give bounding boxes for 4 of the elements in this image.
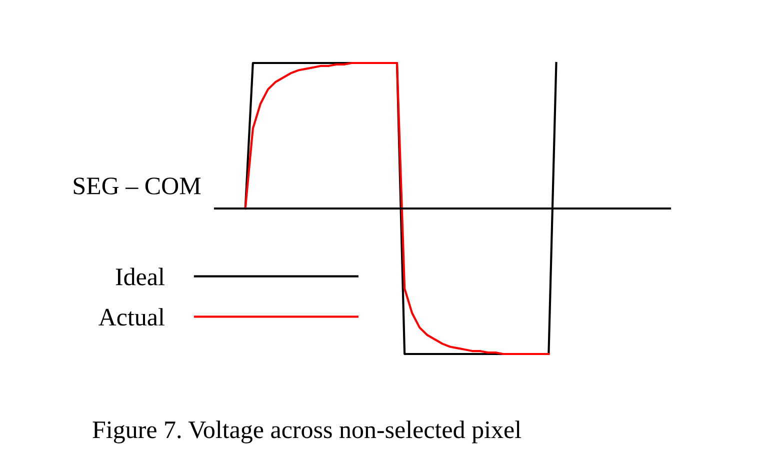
y-axis-title: SEG – COM: [74, 178, 201, 194]
text: Figure 7. Voltage across non-selected pixel: [92, 420, 522, 444]
text: Ideal: [116, 268, 164, 286]
text: Actual: [98, 308, 164, 326]
